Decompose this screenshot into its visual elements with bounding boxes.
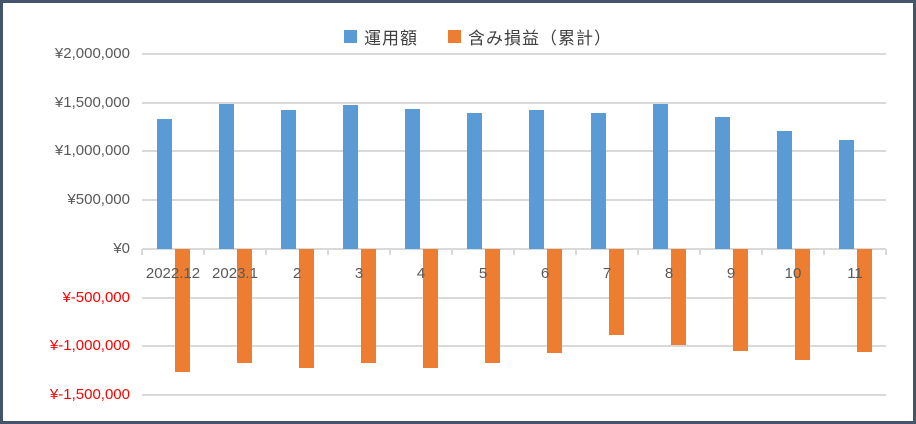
chart-legend: 運用額 含み損益（累計） bbox=[344, 24, 612, 49]
x-axis-label: 3 bbox=[354, 264, 364, 282]
axis-tick bbox=[575, 248, 577, 255]
gridline bbox=[142, 101, 886, 104]
operating-amount-bar[interactable] bbox=[653, 103, 668, 249]
x-axis-label: 11 bbox=[847, 264, 863, 282]
unrealized-profit-loss-bar[interactable] bbox=[175, 248, 190, 372]
plot-area bbox=[3, 3, 913, 421]
unrealized-profit-loss-bar[interactable] bbox=[423, 248, 438, 368]
y-axis-label: ¥1,500,000 bbox=[54, 93, 130, 111]
x-axis: 2022.12 2023.1 2 3 4 5 6 7 8 9 10 11 bbox=[3, 3, 913, 421]
legend-label: 運用額 bbox=[364, 29, 418, 48]
operating-amount-bar[interactable] bbox=[715, 117, 730, 249]
axis-tick bbox=[637, 248, 639, 255]
legend-item[interactable]: 含み損益（累計） bbox=[448, 24, 612, 49]
axis-tick bbox=[265, 248, 267, 255]
axis-tick bbox=[513, 248, 515, 255]
gridline bbox=[142, 53, 886, 55]
y-axis: ¥2,000,000 ¥1,500,000 ¥1,000,000 ¥500,000 ¥0… bbox=[3, 3, 913, 421]
axis-tick bbox=[699, 248, 701, 255]
unrealized-profit-loss-bar[interactable] bbox=[795, 248, 810, 360]
x-axis-label: 7 bbox=[602, 264, 612, 282]
axis-tick bbox=[451, 248, 453, 255]
axis-tick bbox=[389, 248, 391, 255]
legend-swatch-icon bbox=[448, 30, 461, 43]
unrealized-profit-loss-bar[interactable] bbox=[857, 248, 872, 353]
y-axis-label: ¥-1,500,000 bbox=[49, 386, 130, 403]
y-axis-label: ¥-500,000 bbox=[62, 288, 130, 306]
unrealized-profit-loss-bar[interactable] bbox=[299, 248, 314, 368]
y-axis-label: ¥1,000,000 bbox=[54, 142, 130, 160]
operating-amount-bar[interactable] bbox=[467, 113, 482, 249]
x-axis-label: 9 bbox=[726, 264, 736, 282]
operating-amount-bar[interactable] bbox=[839, 139, 854, 249]
axis-tick bbox=[203, 248, 205, 255]
x-axis-label: 2023.1 bbox=[212, 264, 258, 282]
axis-tick bbox=[823, 248, 825, 255]
unrealized-profit-loss-bar[interactable] bbox=[361, 248, 376, 363]
unrealized-profit-loss-bar[interactable] bbox=[485, 248, 500, 363]
x-axis-label: 6 bbox=[540, 264, 550, 282]
legend-label: 含み損益（累計） bbox=[468, 29, 612, 48]
legend-item[interactable]: 運用額 bbox=[344, 24, 418, 49]
operating-amount-bar[interactable] bbox=[219, 103, 234, 249]
operating-amount-bar[interactable] bbox=[343, 104, 358, 249]
unrealized-profit-loss-bar[interactable] bbox=[547, 248, 562, 354]
unrealized-profit-loss-bar[interactable] bbox=[237, 248, 252, 363]
gridline bbox=[142, 296, 886, 299]
unrealized-profit-loss-bar[interactable] bbox=[733, 248, 748, 352]
x-axis-label: 4 bbox=[416, 264, 426, 282]
x-axis-label: 8 bbox=[664, 264, 674, 282]
operating-amount-bar[interactable] bbox=[405, 108, 420, 249]
y-axis-label: ¥0 bbox=[113, 239, 130, 257]
x-axis-label: 5 bbox=[478, 264, 488, 282]
operating-amount-bar[interactable] bbox=[157, 119, 172, 249]
operating-amount-bar[interactable] bbox=[281, 109, 296, 249]
legend-swatch-icon bbox=[344, 30, 357, 43]
gridline bbox=[142, 345, 886, 348]
axis-tick bbox=[885, 248, 887, 255]
y-axis-label: ¥2,000,000 bbox=[54, 45, 130, 62]
x-axis-label: 10 bbox=[784, 264, 802, 282]
x-axis-label: 2022.12 bbox=[145, 264, 201, 282]
gridline bbox=[142, 199, 886, 202]
y-axis-label: ¥500,000 bbox=[67, 191, 130, 209]
operating-amount-bar[interactable] bbox=[529, 109, 544, 249]
gridline bbox=[142, 394, 886, 396]
unrealized-profit-loss-bar[interactable] bbox=[609, 248, 624, 335]
operating-amount-bar[interactable] bbox=[591, 113, 606, 249]
axis-tick bbox=[761, 248, 763, 255]
axis-tick bbox=[141, 248, 143, 255]
operating-amount-bar[interactable] bbox=[777, 130, 792, 249]
unrealized-profit-loss-bar[interactable] bbox=[671, 248, 686, 346]
axis-tick bbox=[327, 248, 329, 255]
gridlines-layer bbox=[3, 3, 913, 421]
x-axis-label: 2 bbox=[292, 264, 302, 282]
gridline bbox=[142, 150, 886, 153]
y-axis-label: ¥-1,000,000 bbox=[49, 337, 130, 355]
